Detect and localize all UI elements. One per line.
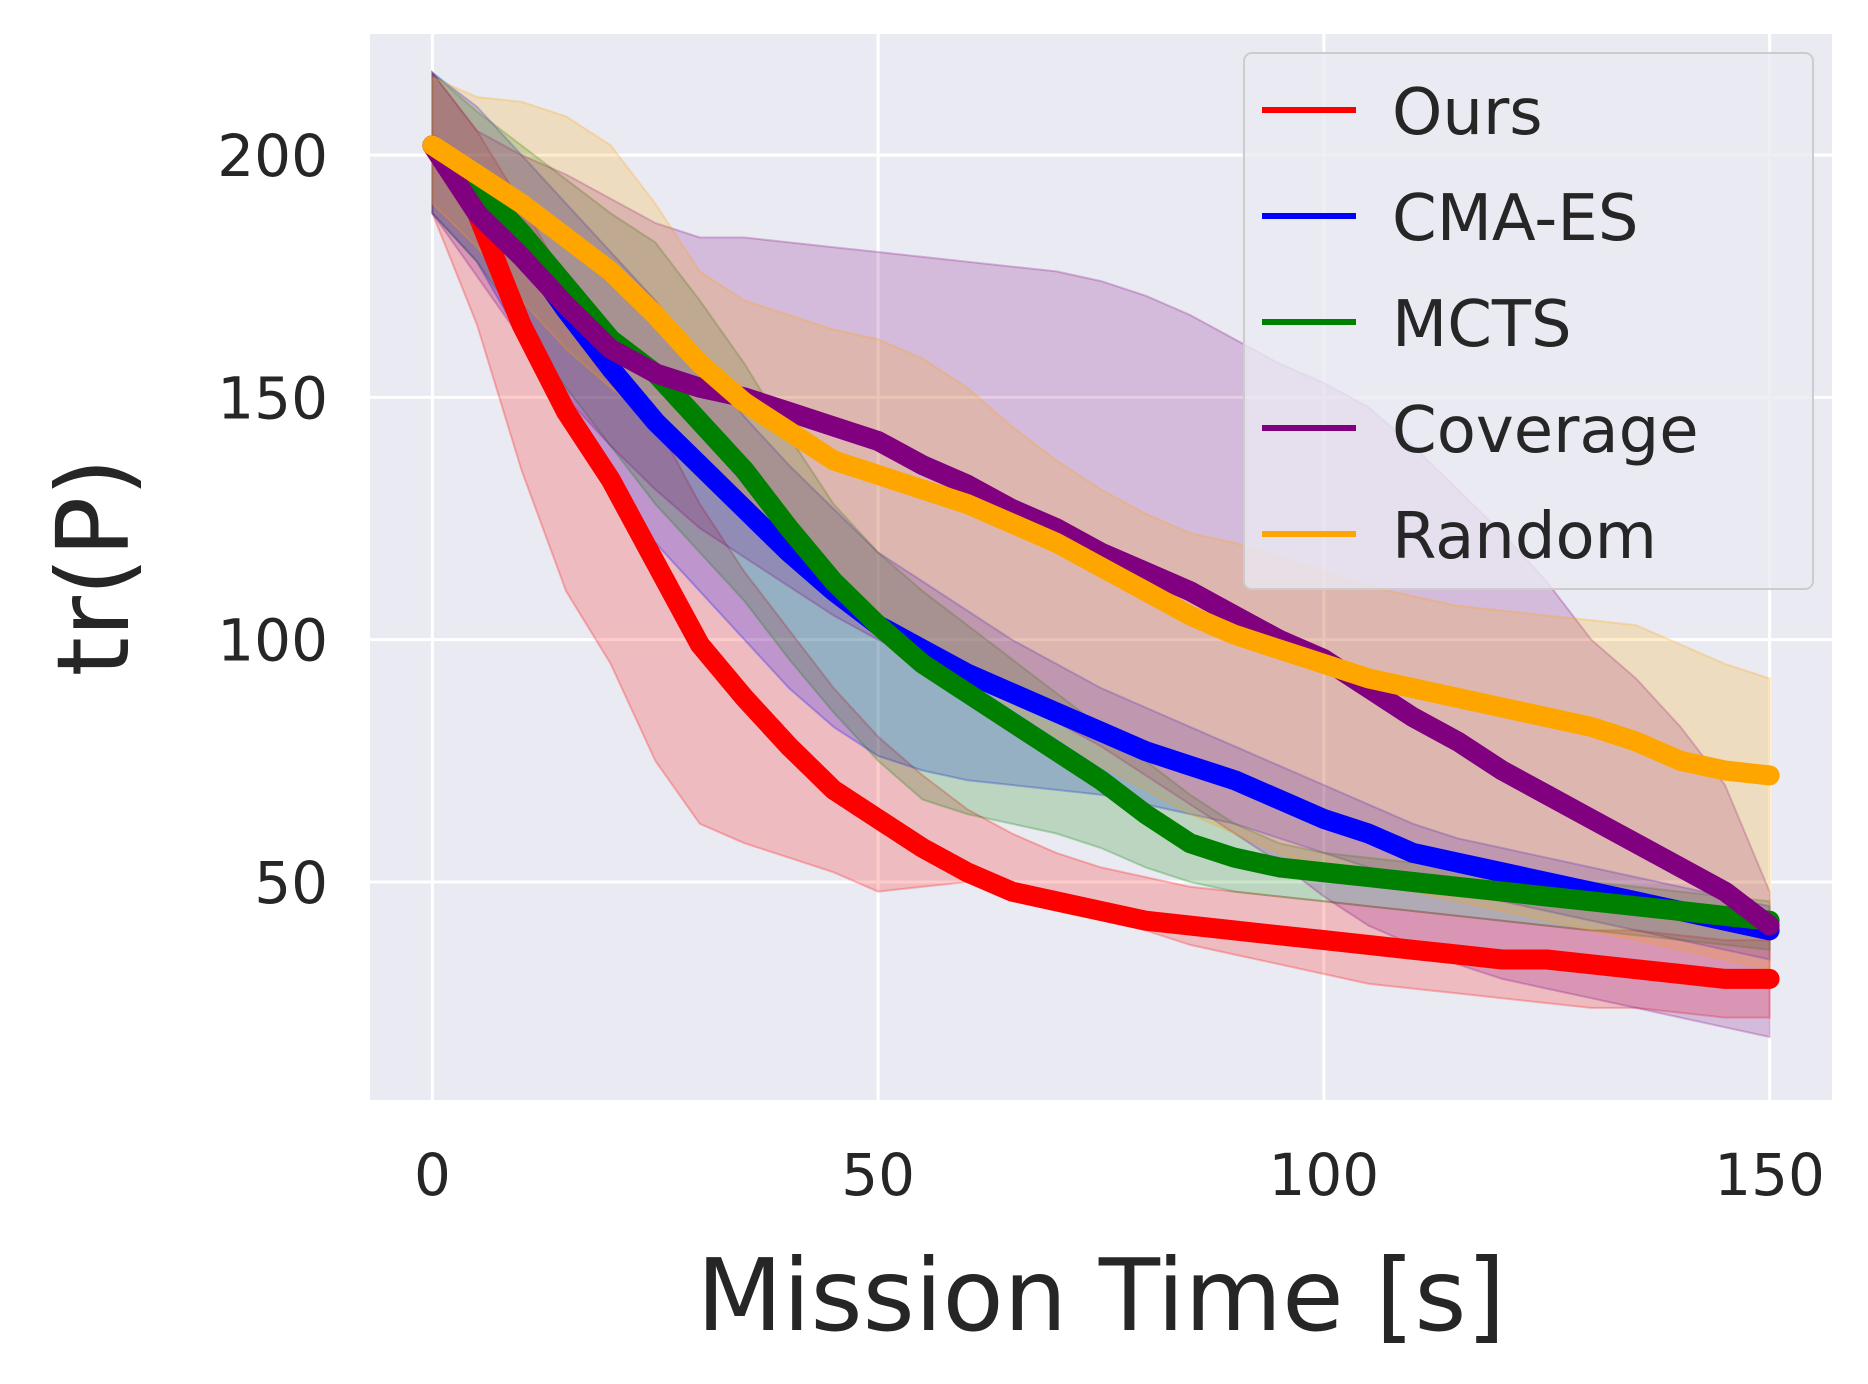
legend-item-coverage[interactable]: Coverage (1262, 394, 1699, 468)
x-tick-labels: 0 50 100 150 (414, 1141, 1825, 1209)
line-random (422, 135, 1780, 786)
x-axis-label: Mission Time [s] (696, 1237, 1505, 1354)
series-lines (422, 135, 1780, 989)
x-tick-label: 0 (414, 1141, 451, 1209)
y-tick-label: 200 (217, 122, 328, 190)
y-tick-label: 50 (254, 849, 328, 917)
y-axis-label: tr(P) (35, 458, 152, 677)
band-ours (431, 69, 1771, 1019)
y-tick-label: 150 (217, 364, 328, 432)
x-tick-label: 150 (1714, 1141, 1825, 1209)
line-coverage (422, 135, 1780, 936)
legend-label: Random (1392, 500, 1657, 574)
legend-label: Coverage (1392, 394, 1699, 468)
y-tick-label: 100 (217, 607, 328, 675)
legend-label: CMA-ES (1392, 182, 1638, 256)
legend-item-mcts[interactable]: MCTS (1262, 288, 1572, 362)
legend-frame (1243, 52, 1814, 590)
legend-label: Ours (1392, 76, 1543, 150)
legend-item-cma-es[interactable]: CMA-ES (1262, 182, 1638, 256)
x-tick-label: 100 (1269, 1141, 1380, 1209)
line-cma-es (422, 135, 1780, 941)
line-ours (422, 135, 1780, 989)
legend-item-random[interactable]: Random (1262, 500, 1657, 574)
legend[interactable]: Ours CMA-ES MCTS Coverage Random (1243, 52, 1814, 590)
y-tick-labels: 50 100 150 200 (217, 122, 328, 917)
x-tick-label: 50 (841, 1141, 915, 1209)
legend-item-ours[interactable]: Ours (1262, 76, 1543, 150)
legend-label: MCTS (1392, 288, 1572, 362)
